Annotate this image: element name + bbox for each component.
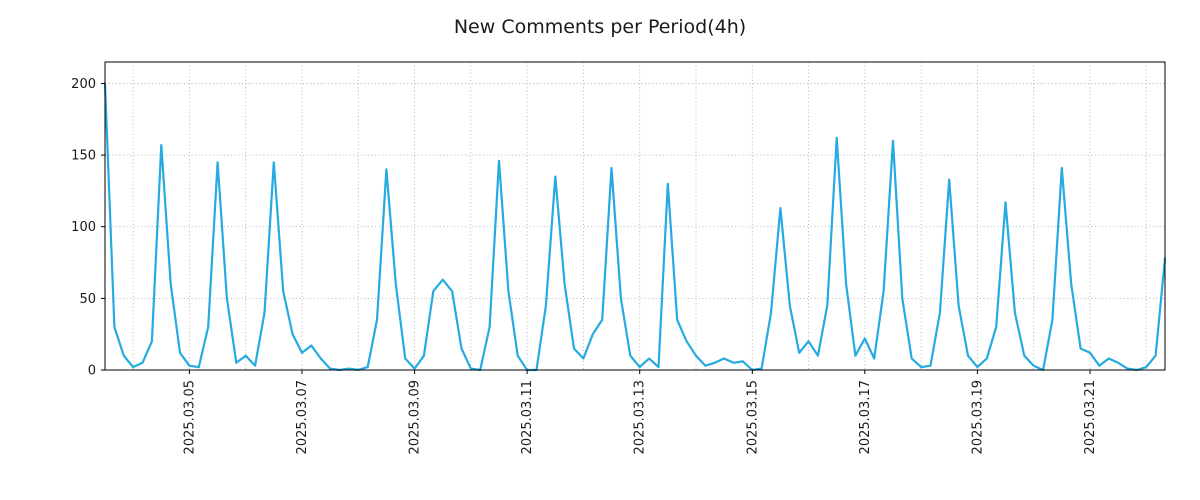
x-tick-label: 2025.03.19 xyxy=(970,380,985,454)
x-tick-label: 2025.03.05 xyxy=(182,380,197,454)
x-tick-label: 2025.03.17 xyxy=(858,380,873,454)
y-tick-label: 50 xyxy=(79,292,96,307)
y-tick-label: 100 xyxy=(71,220,96,235)
y-tick-label: 0 xyxy=(88,364,96,379)
x-tick-label: 2025.03.09 xyxy=(408,380,423,454)
x-tick-label: 2025.03.21 xyxy=(1083,380,1098,454)
line-series xyxy=(103,82,1167,372)
plot-border xyxy=(104,61,1166,371)
x-tick-label: 2025.03.15 xyxy=(745,380,760,454)
x-tick-label: 2025.03.11 xyxy=(520,380,535,454)
y-tick-label: 150 xyxy=(71,149,96,164)
chart-title: New Comments per Period(4h) xyxy=(453,16,747,38)
x-tick-label: 2025.03.13 xyxy=(633,380,648,454)
y-tick-label: 200 xyxy=(71,77,96,92)
x-tick-label: 2025.03.07 xyxy=(295,380,310,454)
